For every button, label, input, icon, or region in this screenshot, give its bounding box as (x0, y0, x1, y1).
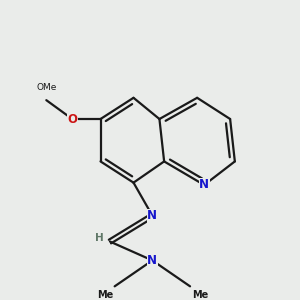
Text: N: N (147, 209, 158, 222)
Text: OMe: OMe (36, 83, 56, 92)
Text: N: N (199, 178, 209, 191)
Text: O: O (67, 112, 77, 125)
Text: Me: Me (192, 290, 208, 300)
Text: Me: Me (97, 290, 113, 300)
Text: H: H (95, 233, 104, 243)
Text: N: N (147, 254, 158, 267)
